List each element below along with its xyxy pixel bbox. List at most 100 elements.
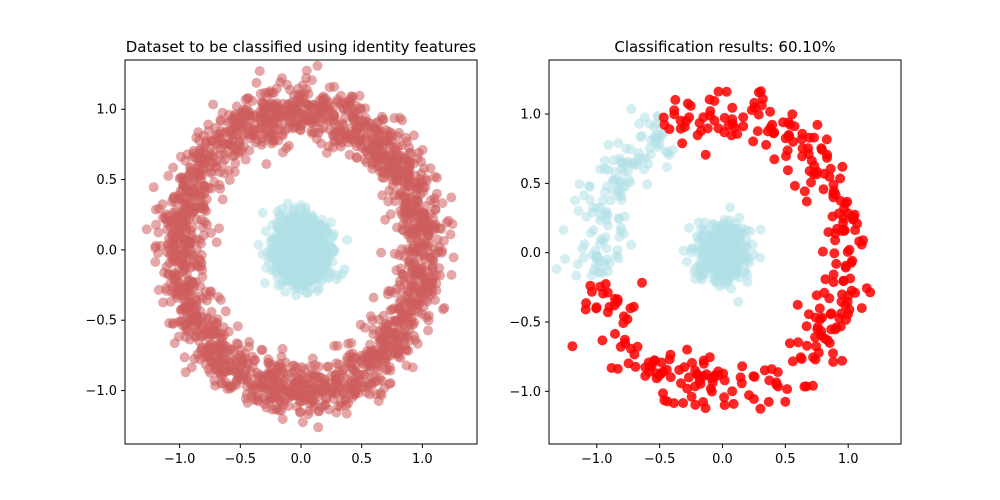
predicted-outer-point [771,377,782,388]
predicted-inner-point [661,162,672,173]
predicted-outer-point [700,149,711,160]
outer-data-point [171,212,182,223]
y-tick-label: −1.0 [85,384,117,399]
outer-data-point [214,355,225,366]
outer-data-point [282,79,292,90]
predicted-outer-point [656,368,666,379]
outer-data-point [306,75,317,86]
outer-data-point [277,414,288,424]
outer-data-point [173,331,184,342]
predicted-outer-point [704,94,715,105]
outer-data-point [250,379,261,390]
outer-data-point [266,116,277,127]
predicted-inner-point [600,232,611,243]
x-tick-label: 0.0 [291,452,312,467]
outer-data-point [181,226,192,237]
predicted-inner-point [664,149,675,160]
predicted-inner-point [722,256,733,267]
predicted-outer-point [828,269,839,280]
predicted-outer-point [705,110,715,121]
inner-data-point [312,285,323,296]
predicted-outer-point [597,335,608,346]
y-tick-label: −1.0 [509,385,541,400]
predicted-outer-point [797,151,808,162]
outer-data-point [231,338,242,349]
predicted-outer-point [759,365,770,376]
inner-data-point [289,270,300,281]
outer-data-point [283,140,294,151]
outer-data-point [173,271,184,281]
predicted-outer-point [668,398,679,409]
left-chart-title: Dataset to be classified using identity … [126,38,477,56]
outer-data-point [347,103,358,114]
outer-data-point [259,107,270,118]
inner-data-point [260,226,271,237]
predicted-outer-point [842,196,853,207]
predicted-inner-point [595,164,606,175]
predicted-outer-point [789,180,800,191]
outer-data-point [417,144,428,155]
outer-data-point [328,109,339,120]
outer-data-point [418,270,429,281]
inner-data-point [326,217,336,228]
outer-data-point [257,345,268,356]
predicted-outer-point [812,119,823,130]
inner-data-point [272,236,283,247]
predicted-outer-point [586,286,597,297]
outer-data-point [329,118,339,129]
outer-data-point [162,224,173,235]
predicted-inner-point [613,213,624,224]
outer-data-point [177,316,188,327]
outer-data-point [446,269,457,280]
predicted-outer-point [729,122,740,133]
inner-data-point [297,245,308,256]
predicted-outer-point [843,290,854,301]
outer-data-point [359,369,369,380]
predicted-inner-point [747,239,758,250]
outer-data-point [262,384,273,395]
outer-data-point [148,182,159,193]
predicted-inner-point [608,175,618,186]
predicted-inner-point [708,256,719,267]
predicted-outer-point [707,377,718,388]
outer-data-point [431,172,442,183]
inner-data-point [307,273,318,283]
outer-data-point [415,288,426,299]
predicted-outer-point [818,184,829,195]
outer-data-point [405,275,416,286]
outer-data-point [244,110,255,120]
predicted-inner-point [613,253,624,264]
right-axis-ticks: −1.0 −0.5 0.0 0.5 1.0−1.0−0.50.00.51.0 [509,108,858,467]
predicted-outer-point [753,109,764,120]
predicted-inner-point [626,104,637,114]
predicted-inner-point [626,239,637,250]
predicted-inner-point [643,158,654,169]
predicted-inner-point [682,256,692,267]
predicted-outer-point [819,287,830,298]
predicted-outer-point [618,318,629,329]
inner-data-point [327,230,338,241]
inner-data-point [310,264,321,275]
inner-data-point [303,287,314,298]
predicted-inner-point [725,202,735,213]
outer-data-point [425,163,436,174]
outer-data-point [261,159,272,170]
predicted-outer-point [806,177,816,188]
x-tick-label: −0.5 [644,452,676,467]
predicted-outer-point [674,365,685,375]
predicted-outer-point [719,392,730,403]
outer-data-point [150,256,161,267]
predicted-outer-point [782,384,793,395]
x-tick-label: −1.0 [581,452,613,467]
outer-data-point [446,192,457,203]
outer-data-point [401,360,412,371]
predicted-outer-point [787,356,798,367]
outer-data-point [378,146,389,157]
outer-data-point [368,324,379,335]
outer-data-point [179,285,189,295]
outer-data-point [365,346,376,357]
predicted-outer-point [817,246,828,257]
outer-data-point [380,214,391,225]
outer-data-point [168,162,179,173]
outer-data-point [182,149,193,160]
